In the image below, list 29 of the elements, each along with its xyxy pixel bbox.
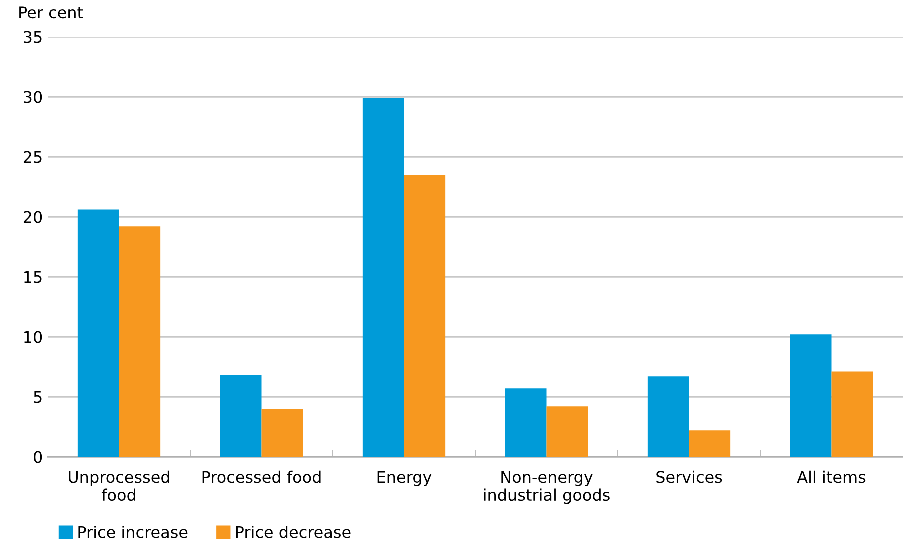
y-tick-label: 20 xyxy=(24,211,42,224)
bar xyxy=(78,210,120,457)
bar xyxy=(689,430,731,457)
bar xyxy=(220,375,262,457)
bar xyxy=(546,406,588,457)
y-tick-label: 5 xyxy=(34,391,42,404)
bar xyxy=(832,372,874,457)
y-tick-label: 0 xyxy=(34,451,42,464)
x-tick-label: Processed food xyxy=(202,470,321,484)
x-tick-label: Unprocessed food xyxy=(69,470,170,502)
x-tick-label: Non-energy industrial goods xyxy=(484,471,610,504)
legend-label: Price increase xyxy=(78,526,188,538)
x-tick-label: All items xyxy=(797,470,866,484)
bar xyxy=(362,98,404,457)
bar xyxy=(790,334,832,457)
bar xyxy=(404,175,446,457)
y-axis-title: Per cent xyxy=(20,6,84,19)
bar xyxy=(505,388,547,457)
x-tick-label: Energy xyxy=(378,471,432,486)
y-tick-label: 35 xyxy=(24,31,42,44)
bar xyxy=(648,376,690,457)
y-tick-label: 10 xyxy=(24,331,42,344)
legend-label: Price decrease xyxy=(236,526,351,538)
bar xyxy=(262,409,304,457)
y-tick-label: 30 xyxy=(24,91,42,104)
bar xyxy=(119,226,161,457)
x-tick-label: Services xyxy=(656,470,722,484)
y-tick-label: 15 xyxy=(24,271,42,284)
y-tick-label: 25 xyxy=(24,151,42,164)
